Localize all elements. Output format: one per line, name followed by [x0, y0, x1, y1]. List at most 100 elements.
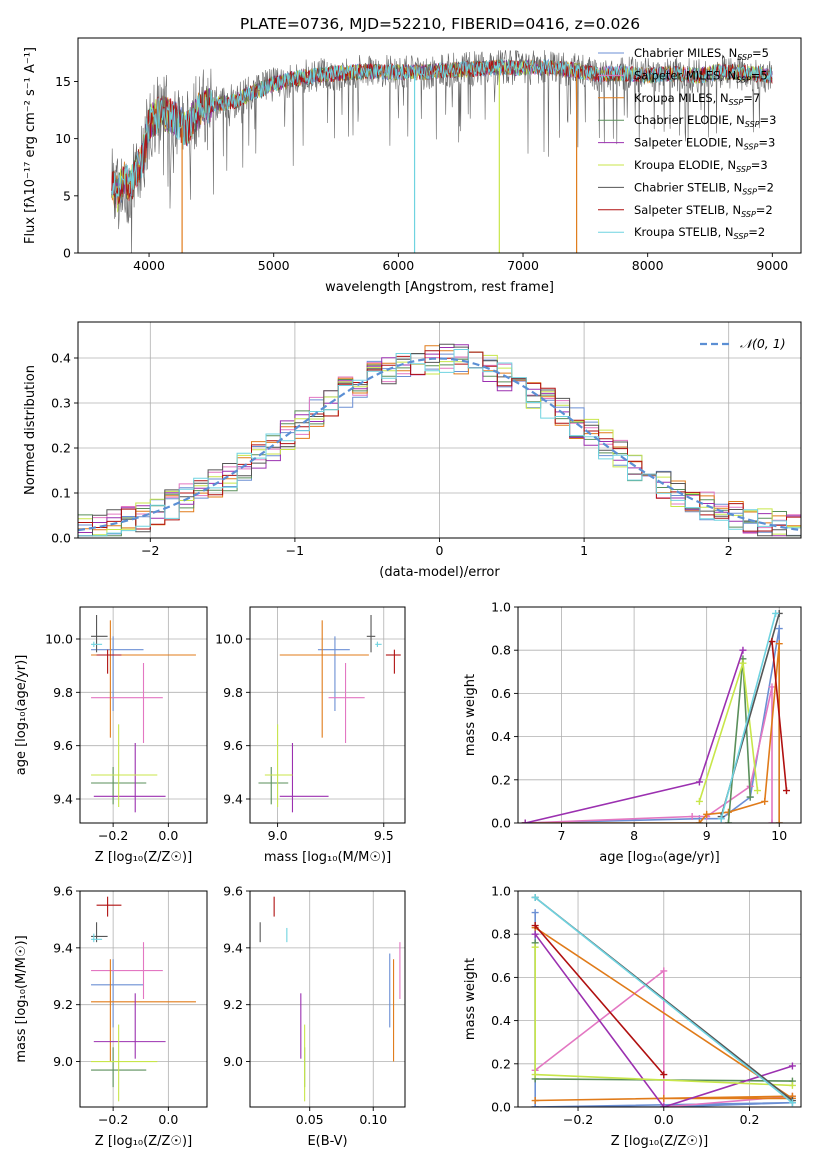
- x-tick-label: 8000: [632, 258, 664, 273]
- spectrum-legend: Chabrier MILES, NSSP=5 Salpeter MILES, NS…: [598, 46, 776, 241]
- axes-frame: [77, 37, 802, 254]
- axes-frame: [79, 890, 208, 1108]
- legend-label: Kroupa ELODIE, NSSP=3: [634, 158, 768, 174]
- y-tick-label: 9.4: [53, 940, 73, 955]
- y-axis-label: age [log₁₀(age/yr)]: [14, 655, 29, 776]
- y-tick-label: 9.6: [223, 738, 243, 753]
- weight-marker-salpeter_stelib: [768, 638, 776, 646]
- x-axis-label: age [log₁₀(age/yr)]: [599, 850, 720, 865]
- weight-marker-salpeter_miles: [660, 967, 668, 975]
- x-axis-label: wavelength [Angstrom, rest frame]: [325, 280, 554, 295]
- mass_vs_ebv-errorbars: [259, 896, 401, 1102]
- y-tick-label: 9.0: [53, 1054, 73, 1069]
- y-axis-label: Normed distribution: [23, 365, 38, 495]
- weight-line-salpeter_stelib: [771, 641, 788, 791]
- axes-frame: [517, 606, 802, 824]
- weight-marker-salpeter_elodie: [660, 1103, 668, 1107]
- y-tick-label: 9.0: [223, 1054, 243, 1069]
- legend-label: Chabrier ELODIE, NSSP=3: [634, 113, 776, 129]
- weight-marker-salpeter_miles: [768, 819, 776, 823]
- y-tick-label: 0.3: [51, 396, 71, 411]
- weight-marker-salpeter_elodie: [521, 819, 529, 823]
- weight-marker-kroupa_miles: [695, 819, 703, 823]
- x-tick-label: 9.0: [268, 828, 288, 843]
- y-tick-label: 0.4: [491, 1013, 511, 1028]
- x-axis-label: Z [log₁₀(Z/Z☉)]: [95, 850, 192, 865]
- x-tick-label: 0.0: [158, 1112, 178, 1127]
- weight-marker-kroupa_stelib: [717, 815, 725, 823]
- y-tick-label: 10.0: [45, 632, 73, 647]
- mass_vs_ebv-panel: 0.05 0.10 9.0 9.2 9.4 9.6 E(B-V): [223, 884, 406, 1149]
- legend-label: Salpeter MILES, NSSP=5: [634, 68, 768, 84]
- weight-marker-kroupa_elodie: [531, 943, 539, 951]
- y-tick-label: 0.2: [491, 772, 511, 787]
- weight-marker-salpeter_elodie: [788, 1062, 796, 1070]
- mass_vs_Z-panel: −0.2 0.0 9.0 9.2 9.4 9.6 Z [log₁₀(Z/Z☉)] mass […: [14, 884, 208, 1149]
- x-tick-label: 0.05: [296, 1112, 324, 1127]
- weight_vs_age-lines: [521, 609, 790, 823]
- y-tick-label: 10.0: [215, 632, 243, 647]
- x-tick-label: 0.10: [359, 1112, 387, 1127]
- legend-label: Salpeter STELIB, NSSP=2: [634, 203, 773, 219]
- histogram-kroupa_stelib: [78, 349, 801, 537]
- y-tick-label: 0.0: [491, 1100, 511, 1115]
- weight-marker-kroupa_elodie: [753, 787, 761, 795]
- legend-label: Chabrier STELIB, NSSP=2: [634, 180, 774, 196]
- y-tick-label: 1.0: [491, 600, 511, 615]
- axes-frame: [249, 606, 406, 824]
- mass_vs_Z-errorbars: [91, 896, 196, 1102]
- x-tick-label: 7: [558, 828, 566, 843]
- legend-label: 𝒩(0, 1): [740, 336, 786, 351]
- histogram-salpeter_stelib: [78, 350, 801, 535]
- weight_vs_Z-panel: −0.2 0.0 0.2 0.0 0.2 0.4 0.6 0.8 1.0 Z [log₁₀(Z/Z…: [463, 884, 802, 1149]
- y-tick-label: 0.6: [491, 970, 511, 985]
- residuals-legend: 𝒩(0, 1): [700, 336, 786, 351]
- spectrum-line-kroupa_stelib: [111, 58, 773, 198]
- weight-marker-kroupa_miles: [703, 810, 711, 818]
- x-tick-label: −0.2: [98, 1112, 128, 1127]
- x-tick-label: 5000: [258, 258, 290, 273]
- x-tick-label: 9000: [756, 258, 788, 273]
- weight-marker-chabrier_elodie: [746, 793, 754, 801]
- y-tick-label: 0.8: [491, 643, 511, 658]
- weight-marker-kroupa_elodie: [788, 1081, 796, 1089]
- x-tick-label: −1: [286, 543, 304, 558]
- weight-marker-salpeter_stelib: [660, 1071, 668, 1079]
- weight-marker-kroupa_miles: [775, 819, 783, 823]
- x-tick-label: 0.2: [740, 1112, 760, 1127]
- y-tick-label: 10: [55, 131, 71, 146]
- y-tick-label: 0.4: [491, 729, 511, 744]
- x-axis-label: mass [log₁₀(M/M☉)]: [264, 850, 391, 865]
- weight-marker-kroupa_miles: [775, 640, 783, 648]
- weight-marker-kroupa_elodie: [739, 659, 747, 667]
- weight-marker-kroupa_miles: [660, 1094, 668, 1102]
- x-tick-label: 9.5: [374, 828, 394, 843]
- axes-frame: [517, 890, 802, 1108]
- weight-line-salpeter_miles: [525, 686, 773, 823]
- legend-label: Kroupa MILES, NSSP=7: [634, 91, 760, 107]
- x-axis-label: Z [log₁₀(Z/Z☉)]: [611, 1134, 708, 1149]
- spectrum-panel: 4000 5000 6000 7000 8000 9000 0 5 10 15 wavelength…: [23, 37, 802, 295]
- x-tick-label: 2: [725, 543, 733, 558]
- y-tick-label: 9.4: [223, 940, 243, 955]
- y-tick-label: 9.4: [223, 792, 243, 807]
- weight-marker-kroupa_stelib: [788, 1099, 796, 1107]
- x-tick-label: 6000: [382, 258, 414, 273]
- x-tick-label: 0: [436, 543, 444, 558]
- histograms: [78, 343, 801, 537]
- y-tick-label: 9.8: [223, 685, 243, 700]
- age_vs_mass-panel: 9.0 9.5 9.4 9.6 9.8 10.0 mass [log₁₀(M/M☉)]: [215, 606, 406, 865]
- x-axis-label: (data-model)/error: [379, 565, 500, 580]
- weight-line-salpeter_elodie: [534, 933, 793, 1107]
- spectrum-lines: [111, 50, 773, 253]
- x-axis-label: E(B-V): [307, 1134, 347, 1149]
- weight-marker-kroupa_stelib: [531, 893, 539, 901]
- weight-marker-salpeter_stelib: [782, 787, 790, 795]
- weight-line-kroupa_stelib: [534, 896, 793, 1104]
- figure-title: PLATE=0736, MJD=52210, FIBERID=0416, z=0…: [240, 15, 640, 33]
- weight-marker-salpeter_elodie: [739, 646, 747, 654]
- weight-marker-salpeter_elodie: [695, 778, 703, 786]
- weight-marker-kroupa_miles: [531, 1097, 539, 1105]
- y-tick-label: 0: [63, 246, 71, 261]
